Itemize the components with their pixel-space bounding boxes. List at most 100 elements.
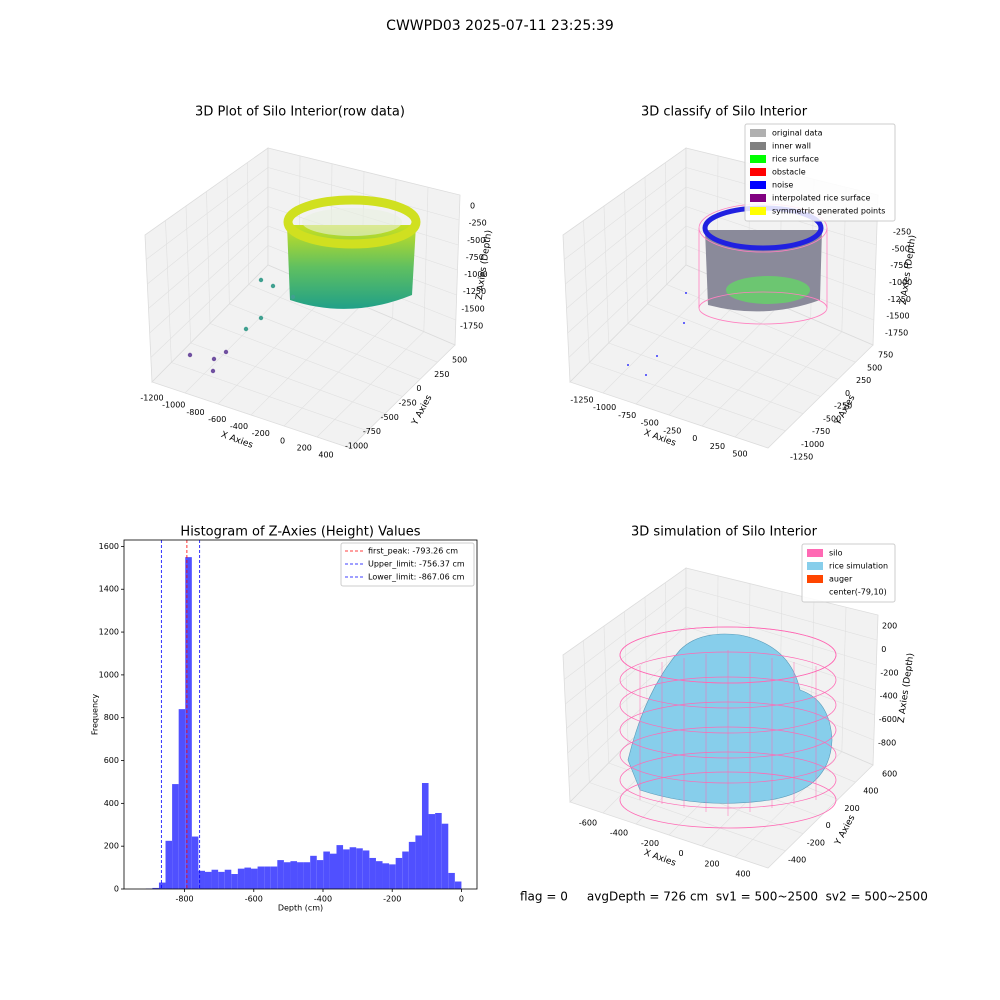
z-tick-label: -750 bbox=[466, 253, 484, 262]
x-tick-label: 500 bbox=[732, 450, 747, 459]
bar bbox=[454, 881, 462, 889]
x-tick-label: -600 bbox=[579, 819, 597, 828]
silo-wire bbox=[619, 701, 837, 759]
y-tick-label: 500 bbox=[867, 363, 882, 372]
x-tick-label: -500 bbox=[641, 419, 659, 428]
x-tick-label: 250 bbox=[710, 442, 725, 451]
y-tick-label: -400 bbox=[788, 856, 806, 865]
point-cloud-inner bbox=[302, 208, 402, 236]
bar bbox=[237, 868, 245, 889]
z-tick-label: -600 bbox=[879, 715, 897, 724]
x-tick-label: -600 bbox=[245, 895, 263, 904]
legend-swatch bbox=[750, 168, 766, 176]
outlier-point bbox=[270, 283, 276, 289]
y-tick-label: 0 bbox=[845, 389, 850, 398]
legend-swatch bbox=[750, 155, 766, 163]
legend-label: original data bbox=[772, 129, 823, 138]
legend-swatch bbox=[750, 181, 766, 189]
legend-swatch bbox=[750, 194, 766, 202]
x-tick-label: -200 bbox=[252, 429, 270, 438]
z-tick-label: -1750 bbox=[885, 329, 908, 338]
z-tick-label: -1250 bbox=[463, 287, 486, 296]
noise-point bbox=[685, 292, 687, 294]
bar bbox=[415, 835, 422, 889]
y-tick-label: -500 bbox=[381, 413, 399, 422]
y-tick-label: 750 bbox=[878, 351, 893, 360]
silo-wire bbox=[619, 626, 837, 684]
bar bbox=[428, 814, 436, 889]
x-axis-label: Depth (cm) bbox=[278, 904, 323, 913]
y-tick-label: 250 bbox=[856, 376, 871, 385]
y-tick-label: 1200 bbox=[99, 628, 119, 637]
bar bbox=[211, 869, 219, 889]
footer: flag = 0 avgDepth = 726 cm sv1 = 500~250… bbox=[520, 890, 928, 904]
y-axis-label: Frequency bbox=[91, 694, 100, 736]
silo-wire bbox=[619, 726, 837, 784]
silo-wire bbox=[619, 651, 837, 709]
z-tick-label: -400 bbox=[880, 692, 898, 701]
bar bbox=[316, 860, 324, 889]
legend-swatch bbox=[750, 207, 766, 215]
bar bbox=[435, 812, 442, 889]
z-tick-label: -1500 bbox=[461, 304, 484, 313]
pane-grid bbox=[734, 331, 843, 438]
outlier-point bbox=[258, 315, 264, 321]
x-tick-label: -800 bbox=[175, 895, 193, 904]
z-tick-label: -750 bbox=[890, 261, 908, 270]
bar bbox=[389, 864, 396, 889]
bar bbox=[172, 784, 179, 889]
z-tick-label: -1250 bbox=[888, 295, 911, 304]
outlier-point bbox=[187, 352, 193, 358]
legend-label: obstacle bbox=[772, 168, 806, 177]
x-tick-label: 0 bbox=[678, 849, 683, 858]
z-tick-label: -1000 bbox=[464, 270, 487, 279]
x-tick-label: -1000 bbox=[162, 401, 185, 410]
point-cloud bbox=[287, 225, 416, 309]
y-tick-label: -250 bbox=[399, 399, 417, 408]
pane-grid bbox=[568, 245, 687, 358]
legend-label: rice surface bbox=[772, 155, 819, 164]
bar bbox=[264, 866, 271, 889]
bar bbox=[178, 709, 186, 889]
x-tick-label: -400 bbox=[314, 895, 332, 904]
point-cloud-rim bbox=[283, 195, 421, 249]
bar bbox=[395, 857, 403, 889]
bar bbox=[402, 851, 409, 889]
z-tick-label: -1500 bbox=[886, 312, 909, 321]
x-tick-label: -400 bbox=[230, 422, 248, 431]
bar bbox=[441, 823, 449, 889]
z-tick-label: -500 bbox=[892, 244, 910, 253]
bar bbox=[421, 783, 429, 889]
y-tick-label: 1600 bbox=[99, 542, 119, 551]
bar bbox=[251, 868, 258, 889]
legend-label: Lower_limit: -867.06 cm bbox=[368, 573, 465, 582]
y-tick-label: 1000 bbox=[99, 670, 119, 679]
y-tick-label: 800 bbox=[104, 713, 119, 722]
legend-label: Upper_limit: -756.37 cm bbox=[368, 560, 465, 569]
y-tick-label: 600 bbox=[882, 770, 897, 779]
x-tick-label: -400 bbox=[610, 829, 628, 838]
bar bbox=[356, 848, 363, 889]
subplot-title: 3D simulation of Silo Interior bbox=[631, 525, 818, 540]
bar bbox=[362, 850, 370, 889]
x-tick-label: 0 bbox=[459, 895, 464, 904]
outlier-point bbox=[223, 349, 229, 355]
z-tick-label: -1000 bbox=[889, 278, 912, 287]
legend-label: interpolated rice surface bbox=[772, 194, 870, 203]
x-tick-label: -600 bbox=[208, 415, 226, 424]
y-tick-label: -750 bbox=[812, 427, 830, 436]
bar bbox=[329, 853, 337, 889]
y-tick-label: -250 bbox=[834, 402, 852, 411]
bar bbox=[152, 887, 159, 889]
outlier-point bbox=[258, 277, 264, 283]
legend-swatch bbox=[807, 575, 823, 583]
x-tick-label: -250 bbox=[663, 426, 681, 435]
silo-wire bbox=[619, 771, 837, 829]
bar bbox=[290, 861, 298, 889]
pane-grid bbox=[150, 245, 269, 358]
z-tick-label: 0 bbox=[470, 202, 475, 211]
y-tick-label: 0 bbox=[826, 821, 831, 830]
z-tick-label: -800 bbox=[878, 739, 896, 748]
bar bbox=[257, 866, 265, 889]
y-tick-label: 500 bbox=[452, 356, 467, 365]
